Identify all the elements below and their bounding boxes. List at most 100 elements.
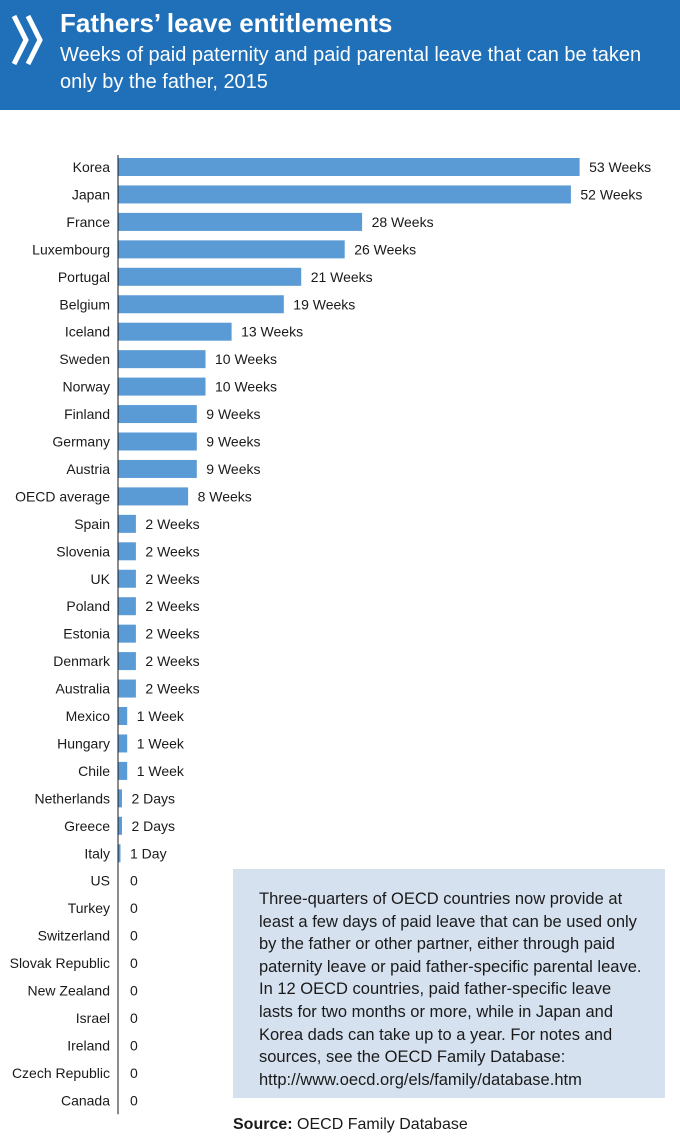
data-label: 28 Weeks xyxy=(372,214,434,230)
category-label: Czech Republic xyxy=(12,1065,110,1081)
bar xyxy=(118,542,136,561)
category-label: Korea xyxy=(73,159,111,175)
source-line: Source: OECD Family Database xyxy=(233,1116,468,1134)
bar xyxy=(118,240,345,259)
data-label: 0 xyxy=(130,900,138,916)
bar-chart: Korea 53 Weeks Japan 52 Weeks France 28 Weeks… xyxy=(10,155,651,1115)
category-label: Ireland xyxy=(67,1037,110,1053)
bar xyxy=(118,789,122,808)
data-label: 21 Weeks xyxy=(311,269,373,285)
bar xyxy=(118,624,136,643)
category-label: Portugal xyxy=(58,269,110,285)
category-label: Sweden xyxy=(59,351,110,367)
data-label: 1 Day xyxy=(130,845,167,861)
bar xyxy=(118,487,189,506)
category-label: UK xyxy=(91,571,111,587)
data-label: 0 xyxy=(130,1065,138,1081)
category-label: Estonia xyxy=(63,626,110,642)
bar xyxy=(118,322,232,341)
data-label: 13 Weeks xyxy=(241,324,303,340)
category-label: Luxembourg xyxy=(32,241,110,257)
bar xyxy=(118,652,136,671)
bar xyxy=(118,267,302,286)
data-label: 2 Weeks xyxy=(145,653,199,669)
data-label: 2 Weeks xyxy=(145,626,199,642)
bar xyxy=(118,212,363,231)
category-label: Poland xyxy=(66,598,110,614)
oecd-logo-icon xyxy=(11,14,43,66)
data-label: 2 Days xyxy=(131,818,175,834)
bar xyxy=(118,459,197,478)
category-label: Slovenia xyxy=(56,543,110,559)
data-label: 52 Weeks xyxy=(580,186,642,202)
data-label: 2 Weeks xyxy=(145,681,199,697)
category-label: Finland xyxy=(64,406,110,422)
category-label: Mexico xyxy=(66,708,111,724)
category-label: Hungary xyxy=(57,735,110,751)
bar xyxy=(118,514,136,533)
bar xyxy=(118,707,128,725)
data-label: 0 xyxy=(130,983,138,999)
category-label: Iceland xyxy=(65,324,110,340)
bar xyxy=(118,377,206,396)
note-text: Three-quarters of OECD countries now pro… xyxy=(259,890,642,1089)
note-box: Three-quarters of OECD countries now pro… xyxy=(233,869,665,1098)
category-label: Australia xyxy=(56,681,111,697)
bar xyxy=(118,761,128,780)
data-label: 0 xyxy=(130,1092,138,1108)
category-label: Slovak Republic xyxy=(10,955,110,971)
bar xyxy=(118,185,571,204)
bar xyxy=(118,679,136,698)
category-label: Israel xyxy=(76,1010,110,1026)
category-label: Netherlands xyxy=(35,790,111,806)
bar xyxy=(118,350,206,369)
data-label: 2 Days xyxy=(131,790,175,806)
data-label: 19 Weeks xyxy=(293,296,355,312)
bar xyxy=(118,295,284,314)
header-banner: Fathers’ leave entitlements Weeks of pai… xyxy=(0,0,680,110)
bar xyxy=(118,432,197,451)
page-subtitle: Weeks of paid paternity and paid parenta… xyxy=(60,44,642,93)
category-label: Chile xyxy=(78,763,110,779)
source-text: OECD Family Database xyxy=(292,1116,468,1133)
data-label: 0 xyxy=(130,1037,138,1053)
data-label: 9 Weeks xyxy=(206,461,260,477)
data-label: 0 xyxy=(130,955,138,971)
category-label: Greece xyxy=(64,818,110,834)
data-label: 9 Weeks xyxy=(206,434,260,450)
bar xyxy=(118,734,128,753)
data-label: 10 Weeks xyxy=(215,351,277,367)
data-label: 0 xyxy=(130,873,138,889)
category-label: Denmark xyxy=(53,653,111,669)
bar xyxy=(118,597,136,616)
page-title: Fathers’ leave entitlements xyxy=(60,8,393,38)
data-label: 2 Weeks xyxy=(145,516,199,532)
source-label: Source: xyxy=(233,1116,293,1133)
category-label: OECD average xyxy=(15,488,110,504)
data-label: 2 Weeks xyxy=(145,571,199,587)
data-label: 0 xyxy=(130,928,138,944)
category-label: Spain xyxy=(74,516,110,532)
category-label: Austria xyxy=(66,461,110,477)
data-label: 1 Week xyxy=(137,735,185,751)
category-label: New Zealand xyxy=(28,983,111,999)
bar xyxy=(118,405,197,424)
data-label: 1 Week xyxy=(137,763,185,779)
category-label: US xyxy=(91,873,110,889)
bar xyxy=(118,816,122,835)
category-label: Switzerland xyxy=(38,928,110,944)
bar xyxy=(118,569,136,588)
bar xyxy=(118,844,121,863)
category-label: Norway xyxy=(63,379,110,395)
bar xyxy=(118,158,580,176)
data-label: 8 Weeks xyxy=(198,488,252,504)
category-label: Belgium xyxy=(59,296,110,312)
data-label: 9 Weeks xyxy=(206,406,260,422)
category-label: Italy xyxy=(84,845,110,861)
data-label: 2 Weeks xyxy=(145,543,199,559)
data-label: 2 Weeks xyxy=(145,598,199,614)
category-label: Japan xyxy=(72,186,110,202)
data-label: 1 Week xyxy=(137,708,185,724)
category-label: Turkey xyxy=(68,900,110,916)
data-label: 53 Weeks xyxy=(589,159,651,175)
